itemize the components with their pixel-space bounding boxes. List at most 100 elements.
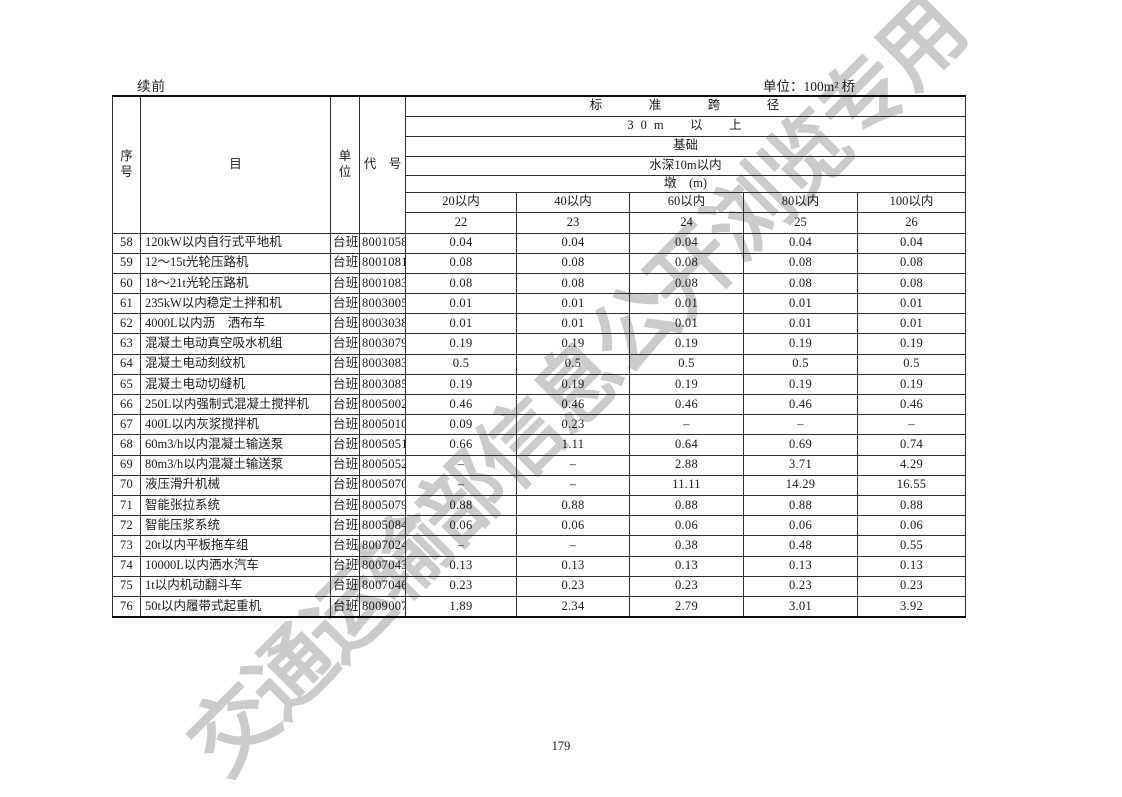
row-value: 4.29 (856, 454, 967, 476)
row-value: – (405, 474, 517, 496)
row-code: 8003079 (359, 333, 406, 355)
col-number-23: 23 (516, 211, 630, 234)
row-value: 0.46 (856, 393, 967, 416)
row-seq: 71 (112, 494, 141, 517)
col-header-within-40: 40以内 (516, 191, 630, 213)
col-header-within-20: 20以内 (405, 191, 517, 213)
row-value: 0.08 (516, 272, 630, 295)
row-seq: 67 (112, 414, 141, 436)
table-row: 72 智能压浆系统 台班 8005084 0.06 0.06 0.06 0.06 0.06 (112, 515, 967, 537)
row-value: 0.01 (629, 313, 744, 335)
table-row: 64 混凝土电动刻纹机 台班 8003083 0.5 0.5 0.5 0.5 0.5 (112, 353, 967, 375)
row-seq: 76 (112, 595, 141, 618)
table-row: 75 1t以内机动翻斗车 台班 8007046 0.23 0.23 0.23 0.23 0.23 (112, 575, 967, 597)
row-value: 0.04 (856, 232, 967, 254)
row-unit: 台班 (330, 555, 360, 577)
row-unit: 台班 (330, 333, 360, 355)
row-item: 10000L以内洒水汽车 (140, 555, 331, 577)
row-item: 18～21t光轮压路机 (140, 272, 331, 295)
row-value: 2.79 (629, 595, 744, 618)
row-code: 8005051 (359, 434, 406, 456)
row-value: 0.88 (516, 494, 630, 517)
row-value: 0.38 (629, 535, 744, 557)
row-unit: 台班 (330, 353, 360, 375)
row-value: 0.88 (629, 494, 744, 517)
row-value: 11.11 (629, 474, 744, 496)
row-value: 0.06 (405, 515, 517, 537)
row-value: 0.69 (743, 434, 858, 456)
row-value: 0.23 (743, 575, 858, 597)
col-header-unit: 单 位 (330, 95, 360, 234)
row-code: 8001083 (359, 272, 406, 295)
row-item: 12～15t光轮压路机 (140, 252, 331, 274)
row-value: 0.64 (629, 434, 744, 456)
col-number-25: 25 (743, 211, 858, 234)
row-value: 0.09 (405, 414, 517, 436)
col-header-seq: 序 号 (112, 95, 141, 234)
row-value: 0.5 (743, 353, 858, 375)
row-unit: 台班 (330, 575, 360, 597)
row-item: 4000L以内沥 洒布车 (140, 313, 331, 335)
span-header-water-depth: 水深10m以内 (404, 155, 967, 176)
row-value: – (743, 414, 858, 436)
row-item: 60m3/h以内混凝土输送泵 (140, 434, 331, 456)
row-value: 0.08 (856, 252, 967, 274)
row-value: 0.19 (516, 333, 630, 355)
col-header-within-80: 80以内 (743, 191, 858, 213)
row-value: 0.04 (516, 232, 630, 254)
row-value: 0.01 (405, 293, 517, 315)
row-item: 混凝土电动刻纹机 (140, 353, 331, 375)
row-value: 16.55 (856, 474, 967, 496)
row-seq: 60 (112, 272, 141, 295)
table-row: 69 80m3/h以内混凝土输送泵 台班 8005052– –2.88 3.71 4.29 (112, 454, 967, 476)
row-unit: 台班 (330, 535, 360, 557)
row-code: 8007046 (359, 575, 406, 597)
row-seq: 59 (112, 252, 141, 274)
row-value: 0.5 (405, 353, 517, 375)
row-value: 0.46 (405, 393, 517, 416)
row-seq: 68 (112, 434, 141, 456)
row-value: 0.66 (405, 434, 517, 456)
row-value: 1.11 (516, 434, 630, 456)
col-number-26: 26 (856, 211, 967, 234)
row-unit: 台班 (330, 393, 360, 416)
row-value: 0.01 (405, 313, 517, 335)
row-value: 1.89 (405, 595, 517, 618)
row-value: 0.19 (743, 333, 858, 355)
row-value: 0.19 (629, 333, 744, 355)
row-unit: 台班 (330, 252, 360, 274)
table-body: 58 120kW以内自行式平地机 台班 8001058 0.04 0.04 0.04 0.04… (112, 232, 967, 618)
row-unit: 台班 (330, 454, 360, 476)
row-value: 0.19 (856, 333, 967, 355)
span-header-30m-above: 30m 以 上 (404, 115, 967, 137)
row-code: 8007043 (359, 555, 406, 577)
row-seq: 73 (112, 535, 141, 557)
row-unit: 台班 (330, 414, 360, 436)
row-seq: 72 (112, 515, 141, 537)
row-item: 400L以内灰浆搅拌机 (140, 414, 331, 436)
row-unit: 台班 (330, 232, 360, 254)
row-value: 0.13 (629, 555, 744, 577)
span-header-standard-span: 标 准 跨 径 (404, 95, 967, 117)
row-unit: 台班 (330, 474, 360, 496)
row-seq: 62 (112, 313, 141, 335)
table-row: 76 50t以内履带式起重机 台班 8009007 1.89 2.34 2.79 3.01 3.… (112, 595, 967, 618)
row-value: 0.46 (516, 393, 630, 416)
row-code: 8009007 (359, 595, 406, 618)
rate-table-container: 序 号 目 单 位 代 号 标 准 跨 径 30m 以 上 基础 水深10m以内… (112, 95, 967, 619)
row-code: 8005084 (359, 515, 406, 537)
table-row: 74 10000L以内洒水汽车 台班 8007043 0.13 0.13 0.13 0.13 0… (112, 555, 967, 577)
table-row: 60 18～21t光轮压路机 台班 8001083 0.08 0.08 0.08 0.08 0.… (112, 272, 967, 295)
row-unit: 台班 (330, 515, 360, 537)
continued-label: 续前 (137, 79, 166, 94)
row-value: 0.01 (516, 293, 630, 315)
row-item: 50t以内履带式起重机 (140, 595, 331, 618)
row-code: 8007024 (359, 535, 406, 557)
row-value: 0.08 (629, 252, 744, 274)
row-value: 0.46 (629, 393, 744, 416)
row-value: 0.08 (516, 252, 630, 274)
row-value: 0.01 (516, 313, 630, 335)
row-value: 0.01 (856, 293, 967, 315)
row-item: 智能张拉系统 (140, 494, 331, 517)
table-row: 65 混凝土电动切缝机 台班 8003085 0.19 0.19 0.19 0.19 0.19 (112, 373, 967, 396)
